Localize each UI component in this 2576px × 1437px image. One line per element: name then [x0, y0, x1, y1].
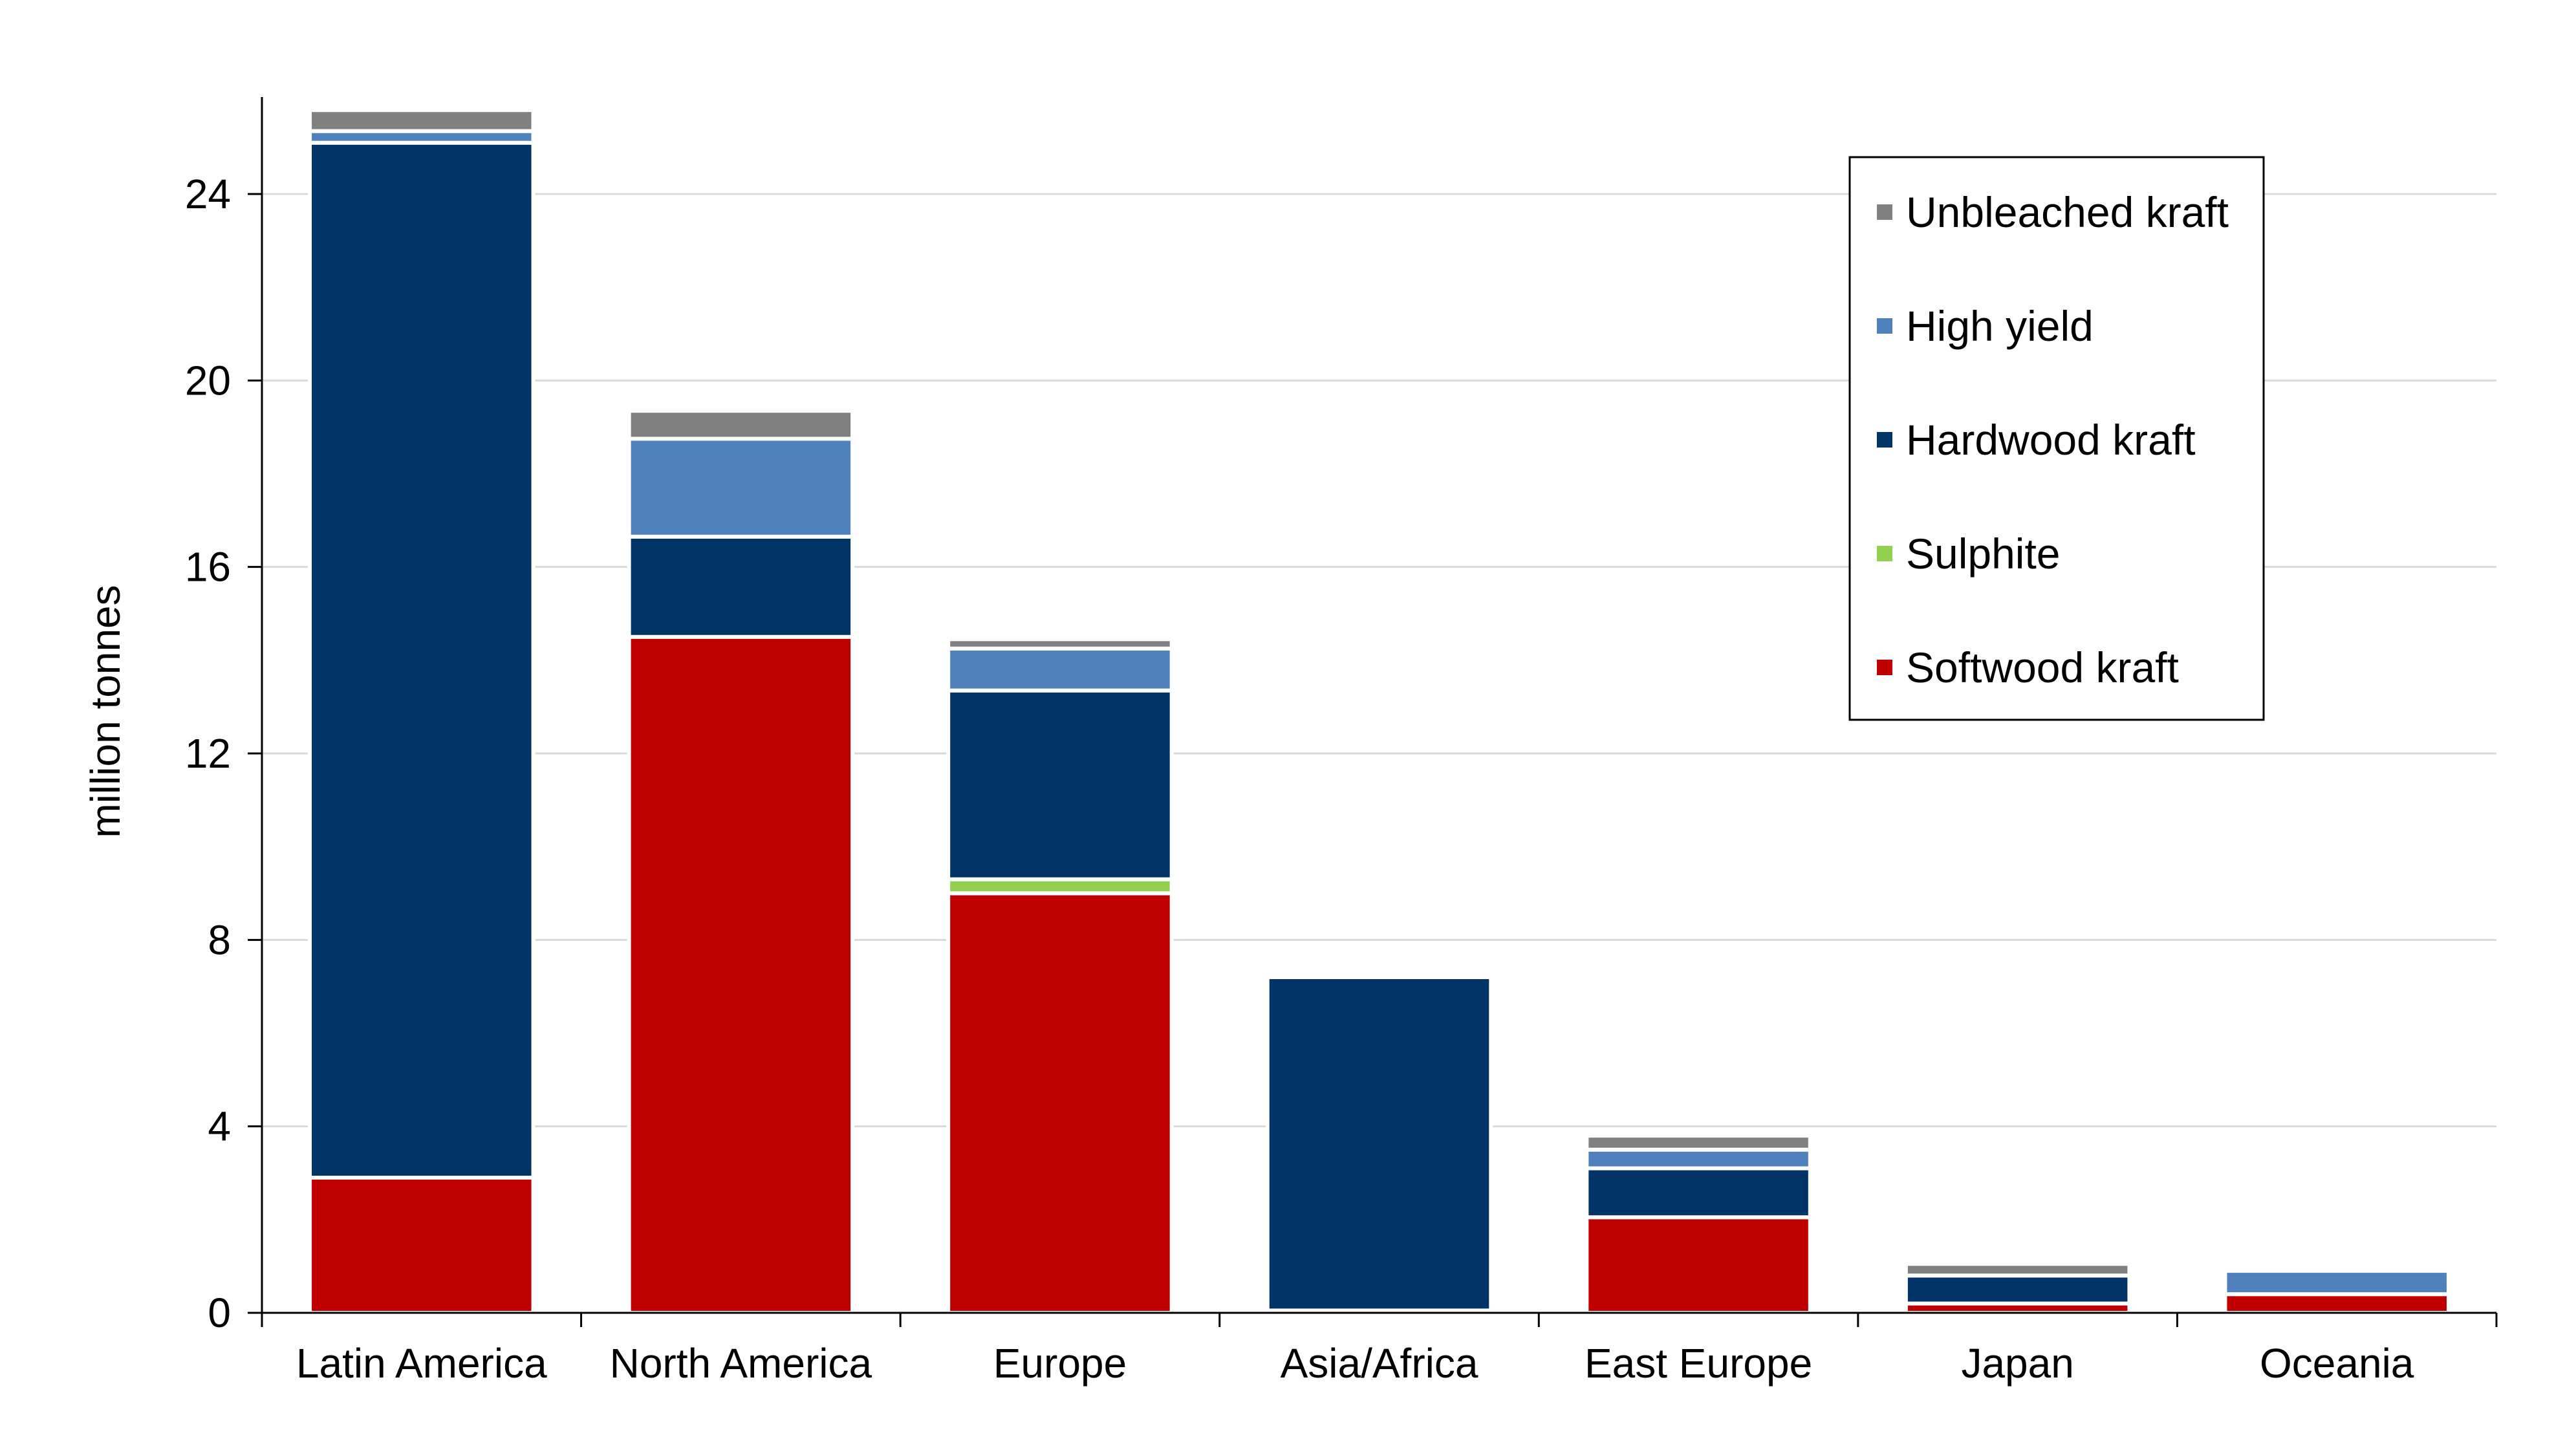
bar-segment-hardwood-kraft-east-europe [1585, 1166, 1812, 1220]
bar-segment-softwood-kraft-north-america [627, 634, 855, 1315]
x-tick-label: Europe [993, 1340, 1127, 1387]
axes: 0 4 8 12 16 20 24 Latin America North America Eur… [185, 97, 2498, 1387]
bar-segment-hardwood-kraft-europe [946, 688, 1174, 881]
bar-segment-hardwood-kraft-north-america [627, 534, 855, 639]
legend-label-unbleached-kraft: Unbleached kraft [1906, 188, 2229, 236]
legend-label-high-yield: High yield [1906, 302, 2094, 350]
legend-label-hardwood-kraft: Hardwood kraft [1906, 416, 2196, 464]
y-tick-label: 4 [208, 1103, 231, 1150]
bar-segment-unbleached-kraft-north-america [627, 409, 855, 441]
x-tick-label: Latin America [296, 1340, 547, 1387]
legend-swatch-high-yield [1877, 318, 1892, 334]
x-tick-label: Asia/Africa [1281, 1340, 1478, 1387]
bar-segment-softwood-kraft-oceania [2223, 1292, 2451, 1315]
legend-swatch-sulphite [1877, 546, 1892, 561]
bar-segment-high-yield-europe [946, 646, 1174, 693]
y-tick-label: 16 [185, 544, 231, 590]
bar-segment-high-yield-oceania [2223, 1269, 2451, 1297]
y-tick-label: 24 [185, 171, 231, 217]
x-tick-label: North America [610, 1340, 872, 1387]
legend-swatch-hardwood-kraft [1877, 432, 1892, 448]
bar-segment-hardwood-kraft-japan [1903, 1273, 2132, 1306]
y-axis-title: million tonnes [82, 585, 129, 837]
bar-segment-unbleached-kraft-east-europe [1585, 1134, 1812, 1152]
bar-segment-unbleached-kraft-europe [946, 637, 1174, 651]
y-tick-label: 8 [208, 916, 231, 963]
legend-box [1848, 156, 2265, 721]
y-tick-label: 0 [208, 1290, 231, 1336]
legend-label-softwood-kraft: Softwood kraft [1906, 643, 2179, 691]
y-tick-label: 20 [185, 357, 231, 404]
bar-segment-hardwood-kraft-asia-africa [1265, 975, 1493, 1313]
x-tick-label: Oceania [2260, 1340, 2414, 1387]
bar-segment-softwood-kraft-east-europe [1585, 1215, 1812, 1315]
bar-segment-sulphite-europe [946, 877, 1174, 896]
bar-segment-softwood-kraft-europe [946, 891, 1174, 1315]
bars [308, 108, 2451, 1315]
bar-segment-softwood-kraft-latin-america [308, 1175, 536, 1315]
legend-label-sulphite: Sulphite [1906, 530, 2061, 578]
legend-swatch-softwood-kraft [1877, 660, 1892, 675]
bar-segment-hardwood-kraft-latin-america [308, 140, 536, 1180]
legend-swatch-unbleached-kraft [1877, 204, 1892, 220]
y-tick-label: 12 [185, 730, 231, 777]
bar-segment-unbleached-kraft-latin-america [308, 108, 536, 133]
legend: Unbleached kraft High yield Hardwood kraft… [1848, 156, 2265, 721]
bar-segment-unbleached-kraft-japan [1903, 1262, 2132, 1278]
bar-segment-high-yield-east-europe [1585, 1147, 1812, 1171]
x-tick-label: Japan [1961, 1340, 2073, 1387]
x-tick-label: East Europe [1585, 1340, 1812, 1387]
bar-segment-high-yield-north-america [627, 437, 855, 539]
